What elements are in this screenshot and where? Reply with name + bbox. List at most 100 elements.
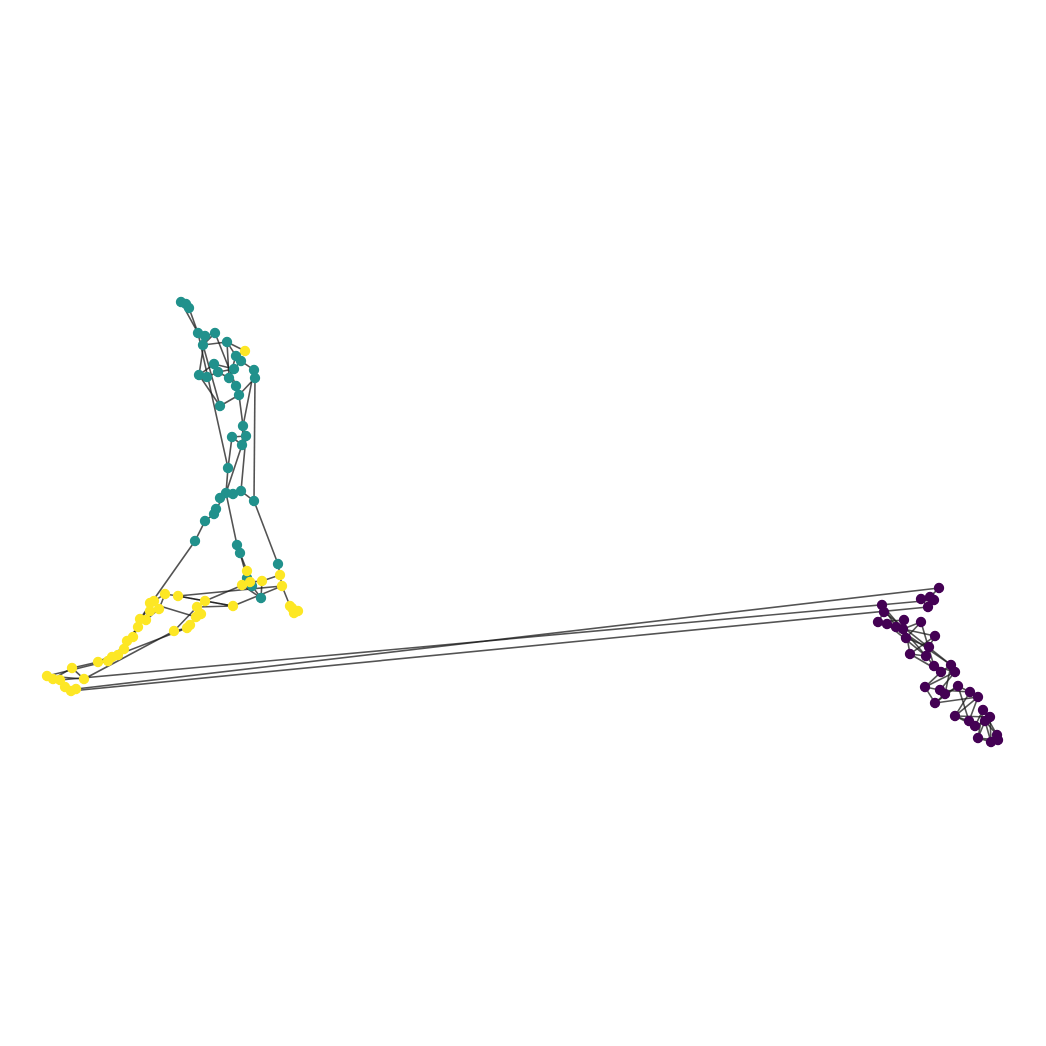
graph-node-community-2 [236,579,248,591]
graph-edge [253,377,256,502]
graph-node-community-0 [922,601,934,613]
graph-node-community-0 [919,681,931,693]
graph-edge [238,394,244,427]
graph-node-community-0 [977,704,989,716]
graph-node-community-0 [969,720,981,732]
graph-node-community-0 [933,582,945,594]
graph-node-community-0 [964,686,976,698]
graph-node-community-1 [199,330,211,342]
graph-node-community-0 [929,697,941,709]
graph-node-community-2 [159,588,171,600]
graph-node-community-2 [227,600,239,612]
graph-node-community-0 [904,648,916,660]
graph-node-community-2 [190,611,202,623]
graph-node-community-0 [928,594,940,606]
graph-node-community-0 [900,632,912,644]
graph-node-community-2 [168,625,180,637]
graph-node-community-1 [228,363,240,375]
graph-node-community-1 [201,371,213,383]
graph-node-community-0 [979,715,991,727]
graph-edge [70,606,929,692]
graph-node-community-2 [153,603,165,615]
graph-node-community-1 [248,495,260,507]
graph-edge [902,628,936,637]
graph-node-community-1 [222,462,234,474]
graph-node-community-0 [881,618,893,630]
graph-edge [934,696,979,704]
graph-node-community-1 [209,327,221,339]
graph-edge [59,599,935,681]
graph-node-community-2 [199,595,211,607]
graph-node-community-0 [949,666,961,678]
graph-node-community-2 [286,602,298,614]
graph-node-community-0 [915,616,927,628]
graph-node-community-1 [272,558,284,570]
graph-node-community-0 [920,650,932,662]
graph-node-community-1 [248,364,260,376]
graph-node-community-0 [915,593,927,605]
graph-node-community-2 [181,622,193,634]
graph-node-community-1 [199,515,211,527]
graph-node-community-2 [66,662,78,674]
graph-node-community-2 [70,683,82,695]
graph-node-community-0 [992,734,1004,746]
graph-node-community-1 [214,492,226,504]
graph-node-community-1 [183,302,195,314]
graph-edge [227,436,233,469]
graph-edge [226,341,230,379]
graph-node-community-0 [972,691,984,703]
graph-node-community-0 [878,606,890,618]
graph-edge [225,444,243,494]
graph-node-community-1 [240,430,252,442]
graph-node-community-2 [172,590,184,602]
graph-node-community-1 [235,485,247,497]
graph-node-community-0 [939,688,951,700]
graph-edge [197,332,229,469]
graph-node-community-2 [274,569,286,581]
graph-node-community-1 [236,439,248,451]
graph-node-community-2 [276,580,288,592]
graph-node-community-1 [233,389,245,401]
graph-node-community-1 [237,420,249,432]
graph-node-community-2 [102,655,114,667]
graph-node-community-1 [234,547,246,559]
graph-node-community-1 [231,539,243,551]
graph-node-community-2 [144,597,156,609]
graph-node-community-0 [935,666,947,678]
graph-node-community-1 [230,380,242,392]
graph-node-community-2 [239,345,251,357]
graph-node-community-1 [223,372,235,384]
graph-node-community-2 [134,613,146,625]
graph-node-community-0 [898,614,910,626]
graph-node-community-1 [197,339,209,351]
graph-node-community-2 [121,635,133,647]
graph-node-community-1 [189,535,201,547]
graph-node-community-0 [872,616,884,628]
graph-node-community-2 [256,575,268,587]
graph-node-community-0 [929,630,941,642]
graph-node-community-1 [226,431,238,443]
graph-edge [225,492,238,546]
graph-node-community-1 [214,400,226,412]
graph-edge [253,500,279,565]
graph-node-community-2 [241,565,253,577]
graph-edge [198,374,221,407]
graph-node-community-2 [132,621,144,633]
graph-node-community-1 [221,336,233,348]
graph-node-community-0 [949,710,961,722]
graph-edge [173,606,198,632]
graph-edge [196,605,234,608]
graph-node-community-0 [923,641,935,653]
graph-node-community-1 [208,508,220,520]
graph-edge [883,611,952,666]
graph-node-community-1 [227,488,239,500]
graph-node-community-0 [972,732,984,744]
graph-node-community-0 [928,660,940,672]
graph-node-community-0 [952,680,964,692]
graph-nodes [41,296,1004,748]
graph-node-community-2 [78,673,90,685]
graph-node-community-1 [255,592,267,604]
graph-edge [924,671,956,688]
graph-node-community-1 [212,366,224,378]
